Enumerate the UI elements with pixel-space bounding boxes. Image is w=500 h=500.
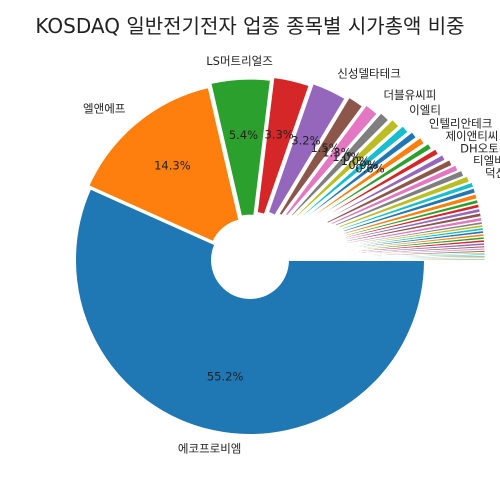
slice-percent-label: 5.4% bbox=[229, 128, 258, 142]
pie-slice bbox=[308, 135, 427, 221]
slice-percent-label: 3.3% bbox=[264, 128, 293, 142]
pie-slice bbox=[347, 252, 486, 258]
slice-label: 더블유씨피 bbox=[383, 88, 436, 102]
slice-label: 인텔리안테크 bbox=[429, 116, 492, 130]
pie-slice bbox=[339, 176, 470, 228]
slice-label: 덕산하이메탈 bbox=[485, 166, 500, 180]
pie-slice bbox=[343, 193, 478, 235]
pie-slice bbox=[303, 129, 419, 220]
pie-percent-labels: 55.2% 14.3% 5.4% 3.3%3.2%1.5%1.3%1.0%1.0%0.… bbox=[154, 128, 385, 384]
slice-label: 에코프로비엠 bbox=[178, 442, 241, 456]
slice-label: DH오토리드 bbox=[460, 142, 500, 156]
slice-percent-label: 1.3% bbox=[322, 146, 351, 160]
pie-slice bbox=[294, 117, 401, 219]
pie-slices bbox=[74, 75, 486, 436]
pie-slice bbox=[342, 182, 474, 230]
pie-slice bbox=[346, 230, 484, 249]
slice-label: 신성델타테크 bbox=[337, 67, 400, 81]
pie-slice bbox=[347, 253, 486, 259]
slice-label: LS머트리얼즈 bbox=[206, 54, 273, 68]
pie-slice bbox=[317, 146, 441, 223]
pie-slice bbox=[266, 81, 347, 218]
pie-slice bbox=[346, 217, 483, 244]
pie-slice bbox=[347, 247, 486, 256]
pie-slice bbox=[289, 110, 391, 219]
pie-slice bbox=[277, 95, 365, 218]
slice-percent-label: 14.3% bbox=[154, 159, 191, 173]
pie-slice bbox=[209, 77, 273, 218]
pie-slice bbox=[312, 141, 434, 222]
pie-slice bbox=[283, 103, 380, 218]
pie-slice bbox=[343, 187, 476, 232]
pie-slice bbox=[344, 199, 479, 237]
slice-label: 제이앤티씨 bbox=[445, 129, 498, 143]
pie-slice bbox=[326, 159, 453, 224]
slice-percent-label: 0.9% bbox=[348, 158, 377, 172]
slice-label: 이엘티 bbox=[409, 103, 441, 117]
pie-slice bbox=[345, 212, 482, 242]
pie-slice bbox=[86, 85, 241, 244]
pie-slice bbox=[299, 123, 411, 220]
pie-slice bbox=[347, 250, 486, 257]
pie-slice bbox=[346, 224, 484, 247]
pie-slice bbox=[334, 170, 464, 227]
pie-slice bbox=[347, 242, 485, 254]
pie-slice bbox=[347, 233, 485, 251]
pie-slice bbox=[330, 164, 459, 225]
pie-slice bbox=[345, 208, 481, 240]
slice-percent-label: 1.0% bbox=[341, 154, 370, 168]
pie-slice bbox=[347, 258, 486, 261]
slice-percent-label: 55.2% bbox=[207, 369, 244, 383]
pie-slice bbox=[347, 256, 486, 260]
pie-slice bbox=[74, 187, 427, 436]
pie-slice bbox=[347, 255, 486, 259]
slice-percent-label: 1.0% bbox=[332, 150, 361, 164]
pie-slice bbox=[344, 203, 480, 239]
chart-title: KOSDAQ 일반전기전자 업종 종목별 시가총액 비중 bbox=[35, 14, 464, 38]
slice-label: 티엘비 bbox=[473, 154, 500, 168]
pie-slice bbox=[347, 236, 485, 252]
pie-slice bbox=[255, 75, 311, 217]
pie-slice bbox=[346, 221, 483, 246]
pie-labels: 에코프로비엠 엘앤에프 LS머트리얼즈신성델타테크더블유씨피이엘티인텔리안테크제이앤… bbox=[83, 54, 500, 456]
slice-percent-label: 1.5% bbox=[310, 141, 339, 155]
slice-label: 엘앤에프 bbox=[83, 101, 125, 115]
pie-slice bbox=[347, 245, 485, 255]
slice-percent-label: 3.2% bbox=[291, 134, 320, 148]
pie-slice bbox=[321, 152, 448, 224]
pie-slice bbox=[347, 239, 485, 253]
slice-percent-label: 0.6% bbox=[355, 161, 384, 175]
pie-slice bbox=[346, 227, 484, 248]
